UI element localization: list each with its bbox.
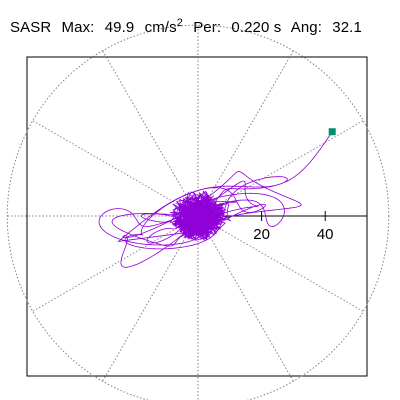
grid-spoke <box>102 50 199 217</box>
polar-grid <box>6 24 390 400</box>
grid-spoke <box>197 215 364 312</box>
x-axis: 20 40 <box>198 211 367 243</box>
grid-spoke <box>197 215 294 382</box>
x-tick-label: 40 <box>317 226 334 243</box>
orbit-trace <box>98 131 333 268</box>
grid-circle <box>6 24 390 400</box>
angle-value: 32.1 <box>332 19 362 36</box>
grid-spoke <box>32 215 199 312</box>
chart-title: SASR Max: 49.9 cm/s2 Per: 0.220 s Ang: 3… <box>10 17 368 36</box>
trace-path <box>98 131 333 268</box>
x-tick-label: 20 <box>253 226 270 243</box>
angle-label: Ang: <box>290 19 323 36</box>
max-unit-exponent: 2 <box>176 17 183 29</box>
grid-spoke <box>197 50 294 217</box>
grid-spoke <box>197 120 364 217</box>
period-value: 0.220 s <box>231 19 282 36</box>
period-label: Per: <box>193 19 222 36</box>
grid-spoke <box>102 215 199 382</box>
max-label: Max: <box>61 19 95 36</box>
max-marker <box>328 128 336 136</box>
series-label: SASR <box>10 19 52 36</box>
grid-spoke <box>32 120 199 217</box>
max-unit: cm/s2 <box>144 17 183 36</box>
max-unit-base: cm/s <box>144 19 177 36</box>
max-value: 49.9 <box>104 19 135 36</box>
